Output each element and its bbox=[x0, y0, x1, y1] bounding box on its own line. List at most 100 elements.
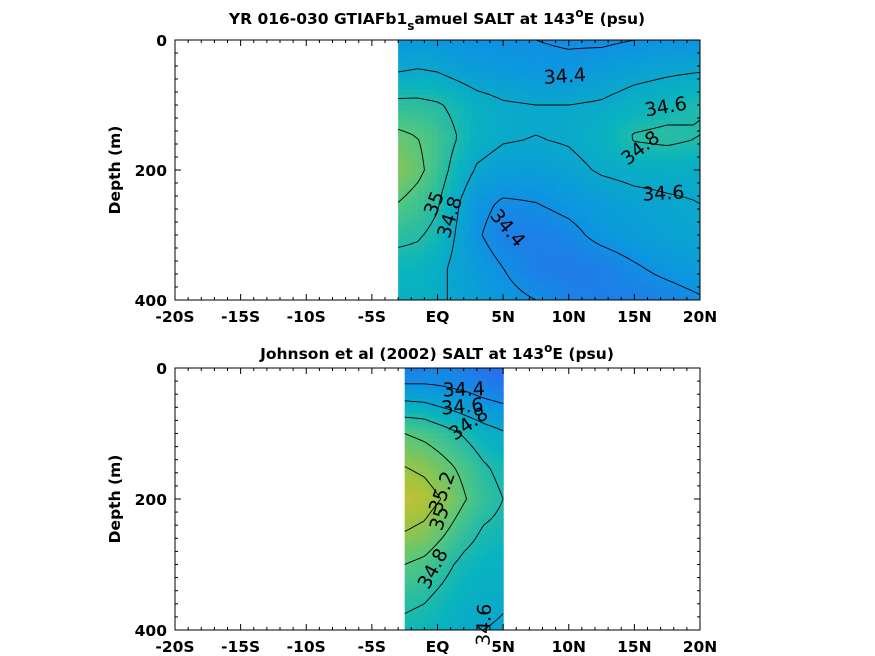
heatmap-cell bbox=[408, 393, 412, 399]
heatmap-cell bbox=[430, 368, 434, 374]
heatmap-cell bbox=[453, 373, 457, 379]
heatmap-cell bbox=[483, 280, 491, 286]
heatmap-cell bbox=[595, 210, 603, 216]
heatmap-cell bbox=[535, 190, 544, 196]
heatmap-cell bbox=[411, 295, 419, 300]
heatmap-cell bbox=[535, 55, 544, 61]
heatmap-cell bbox=[438, 574, 442, 581]
heatmap-cell bbox=[568, 230, 576, 236]
heatmap-cell bbox=[542, 140, 550, 146]
heatmap-cell bbox=[413, 383, 416, 389]
heatmap-cell bbox=[483, 378, 487, 384]
heatmap-cell bbox=[436, 438, 440, 445]
heatmap-cell bbox=[445, 408, 449, 414]
heatmap-cell bbox=[503, 260, 511, 266]
heatmap-cell bbox=[601, 230, 609, 236]
heatmap-cell bbox=[421, 453, 425, 460]
heatmap-cell bbox=[437, 130, 445, 136]
heatmap-cell bbox=[464, 519, 468, 525]
heatmap-cell bbox=[471, 483, 474, 490]
heatmap-cell bbox=[608, 290, 616, 296]
heatmap-cell bbox=[595, 190, 603, 196]
heatmap-cell bbox=[588, 215, 596, 221]
heatmap-cell bbox=[680, 95, 688, 101]
heatmap-cell bbox=[406, 569, 410, 576]
heatmap-cell bbox=[481, 544, 485, 550]
heatmap-cell bbox=[430, 529, 434, 535]
heatmap-cell bbox=[468, 418, 472, 425]
heatmap-cell bbox=[438, 584, 442, 591]
heatmap-cell bbox=[542, 295, 550, 300]
panel-johnson-contours bbox=[404, 383, 504, 630]
heatmap-cell bbox=[417, 493, 421, 500]
heatmap-cell bbox=[483, 215, 491, 221]
heatmap-cell bbox=[428, 478, 431, 485]
heatmap-cell bbox=[568, 225, 576, 231]
heatmap-cell bbox=[466, 534, 470, 540]
heatmap-cell bbox=[500, 599, 504, 606]
heatmap-cell bbox=[447, 624, 451, 630]
heatmap-cell bbox=[438, 428, 442, 435]
heatmap-cell bbox=[483, 519, 487, 525]
heatmap-cell bbox=[447, 499, 451, 505]
heatmap-cell bbox=[647, 135, 655, 141]
heatmap-cell bbox=[475, 594, 479, 601]
heatmap-cell bbox=[430, 270, 439, 276]
heatmap-cell bbox=[398, 115, 406, 121]
heatmap-cell bbox=[458, 624, 461, 630]
heatmap-cell bbox=[451, 529, 455, 535]
heatmap-cell bbox=[428, 599, 431, 606]
heatmap-cell bbox=[457, 280, 465, 286]
heatmap-cell bbox=[503, 60, 511, 66]
heatmap-cell bbox=[627, 85, 635, 91]
heatmap-cell bbox=[457, 160, 465, 166]
heatmap-cell bbox=[457, 230, 465, 236]
heatmap-cell bbox=[468, 448, 472, 455]
heatmap-cell bbox=[464, 529, 468, 535]
heatmap-cell bbox=[460, 388, 464, 394]
heatmap-cell bbox=[542, 220, 550, 226]
heatmap-cell bbox=[581, 65, 590, 71]
heatmap-cell bbox=[634, 175, 642, 181]
heatmap-cell bbox=[437, 50, 445, 56]
heatmap-cell bbox=[693, 125, 700, 131]
heatmap-cell bbox=[494, 579, 498, 586]
heatmap-cell bbox=[475, 599, 479, 606]
heatmap-cell bbox=[411, 160, 419, 166]
heatmap-cell bbox=[621, 265, 629, 271]
heatmap-cell bbox=[441, 539, 444, 545]
heatmap-cell bbox=[404, 393, 408, 399]
heatmap-cell bbox=[445, 458, 449, 465]
heatmap-cell bbox=[468, 428, 472, 435]
heatmap-cell bbox=[423, 519, 427, 525]
heatmap-cell bbox=[419, 539, 423, 545]
heatmap-cell bbox=[453, 519, 457, 525]
heatmap-cell bbox=[419, 453, 423, 460]
heatmap-cell bbox=[432, 604, 436, 611]
heatmap-cell bbox=[449, 378, 453, 384]
heatmap-cell bbox=[419, 478, 423, 485]
heatmap-cell bbox=[444, 230, 452, 236]
heatmap-cell bbox=[470, 185, 478, 191]
heatmap-cell bbox=[408, 609, 412, 616]
heatmap-cell bbox=[481, 438, 485, 445]
heatmap-cell bbox=[488, 408, 491, 414]
heatmap-cell bbox=[640, 100, 649, 106]
heatmap-cell bbox=[451, 458, 455, 465]
heatmap-cell bbox=[408, 373, 412, 379]
heatmap-cell bbox=[415, 368, 419, 374]
heatmap-cell bbox=[457, 245, 465, 251]
x-tick-label: 10N bbox=[551, 308, 586, 326]
heatmap-cell bbox=[436, 574, 440, 581]
heatmap-cell bbox=[542, 185, 550, 191]
heatmap-cell bbox=[529, 195, 537, 201]
heatmap-cell bbox=[667, 55, 675, 61]
heatmap-cell bbox=[451, 393, 455, 399]
heatmap-cell bbox=[654, 280, 662, 286]
heatmap-cell bbox=[516, 235, 524, 241]
heatmap-cell bbox=[588, 100, 596, 106]
heatmap-cell bbox=[444, 145, 452, 151]
heatmap-cell bbox=[468, 544, 472, 550]
heatmap-cell bbox=[404, 569, 408, 576]
heatmap-cell bbox=[490, 250, 498, 256]
